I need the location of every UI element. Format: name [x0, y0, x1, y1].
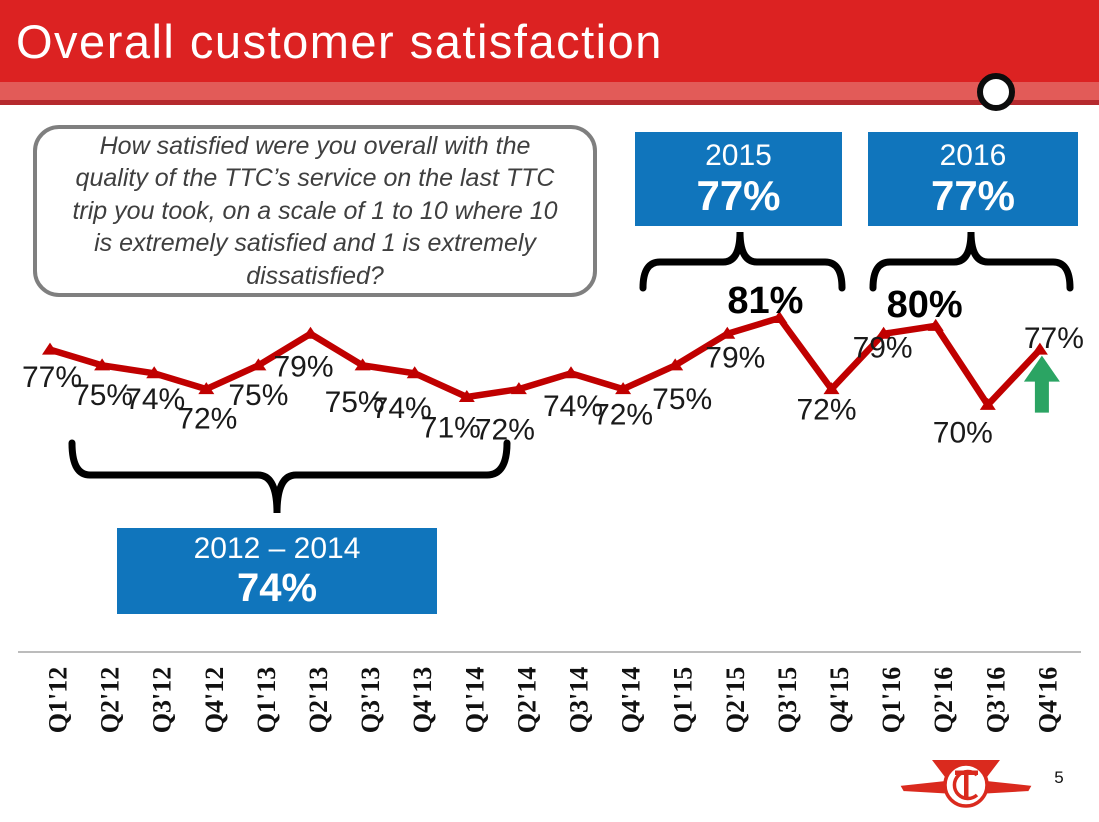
header-bar [0, 0, 1099, 82]
data-point-label: 70% [933, 416, 993, 449]
summary-box-2012-2014-label: 2012 – 2014 [193, 531, 361, 565]
x-axis-label: Q3'15 [773, 667, 802, 733]
x-axis-label: Q1'15 [669, 667, 698, 733]
data-point-marker [406, 366, 423, 379]
x-axis-label: Q2'12 [96, 667, 125, 733]
summary-box-2012-2014-value: 74% [236, 566, 318, 611]
ttc-logo-t-stem [964, 770, 969, 800]
data-point-marker [458, 390, 475, 402]
data-point-label: 75% [652, 383, 712, 416]
x-axis-label: Q2'13 [304, 667, 333, 733]
data-point-label: 72% [475, 414, 535, 447]
data-point-marker [250, 358, 267, 371]
summary-box-2016-label: 2016 [939, 138, 1007, 172]
x-axis-label: Q4'14 [617, 667, 646, 733]
data-point-label: 74% [543, 390, 603, 423]
x-axis-label: Q1'16 [877, 667, 906, 733]
data-point-marker [615, 382, 632, 395]
x-axis-label: Q4'13 [408, 667, 437, 733]
data-point-label: 81% [727, 280, 803, 322]
data-point-label: 75% [325, 386, 385, 419]
x-axis-label: Q1'13 [252, 667, 281, 733]
data-point-label: 74% [125, 383, 185, 416]
data-point-marker [146, 366, 163, 379]
survey-question-text: How satisfied were you overall with the … [72, 131, 558, 290]
circle-marker-icon [977, 73, 1015, 111]
data-point-marker [719, 326, 736, 339]
brace-2016 [869, 231, 1074, 292]
data-point-marker [42, 342, 58, 355]
data-point-label: 72% [796, 394, 856, 427]
data-point-marker [875, 326, 892, 339]
data-point-marker [563, 366, 579, 379]
summary-box-2012-2014: 2012 – 2014 74% [117, 528, 437, 614]
data-point-marker [302, 326, 319, 339]
data-point-marker [510, 382, 527, 395]
data-point-marker [979, 397, 996, 410]
x-axis-label: Q1'14 [460, 667, 489, 733]
summary-box-2015-value: 77% [696, 172, 781, 220]
data-point-marker [354, 358, 371, 371]
survey-question-box: How satisfied were you overall with the … [33, 125, 597, 297]
data-point-marker [927, 318, 944, 331]
data-point-label: 77% [22, 361, 82, 394]
x-axis-label: Q3'13 [356, 667, 385, 733]
brace-2012-2014 [68, 439, 511, 514]
x-axis-label: Q4'12 [200, 667, 229, 733]
data-point-label: 71% [421, 412, 481, 445]
header-underline [0, 100, 1099, 105]
data-point-label: 77% [1024, 322, 1084, 355]
data-point-label: 79% [853, 331, 913, 364]
x-axis-label: Q3'16 [981, 667, 1010, 733]
header-stripe [0, 82, 1099, 100]
summary-box-2016-value: 77% [930, 172, 1016, 220]
data-point-marker [198, 382, 215, 395]
x-axis-label: Q3'14 [565, 667, 594, 733]
data-point-marker [667, 358, 684, 371]
x-axis-label: Q4'16 [1033, 667, 1062, 733]
data-point-marker [94, 358, 111, 371]
summary-box-2015-label: 2015 [705, 138, 772, 172]
satisfaction-line [49, 314, 1043, 409]
page-title: Overall customer satisfaction [16, 15, 663, 68]
data-point-label: 72% [593, 399, 653, 432]
data-point-label: 75% [73, 379, 133, 412]
data-point-marker [823, 382, 840, 395]
x-axis-label: Q2'16 [929, 667, 958, 733]
brace-2015 [639, 231, 846, 292]
data-point-label: 80% [887, 284, 963, 326]
summary-box-2016: 2016 77% [868, 132, 1078, 226]
ttc-logo [897, 758, 1035, 808]
summary-box-2015: 2015 77% [635, 132, 842, 226]
up-arrow-icon [1023, 355, 1060, 413]
data-point-marker [1031, 342, 1048, 355]
page-number: 5 [1054, 768, 1064, 787]
data-point-label: 79% [273, 350, 333, 383]
x-axis-label: Q2'15 [721, 667, 750, 733]
x-axis-label: Q1'12 [44, 667, 73, 733]
x-axis-label: Q3'12 [148, 667, 177, 733]
data-point-label: 75% [228, 379, 288, 412]
data-point-label: 79% [705, 341, 765, 374]
x-axis-label: Q2'14 [512, 667, 541, 733]
x-axis-label: Q4'15 [825, 667, 854, 733]
data-point-marker [771, 311, 788, 323]
data-point-label: 72% [177, 403, 237, 436]
data-point-label: 74% [372, 392, 432, 425]
